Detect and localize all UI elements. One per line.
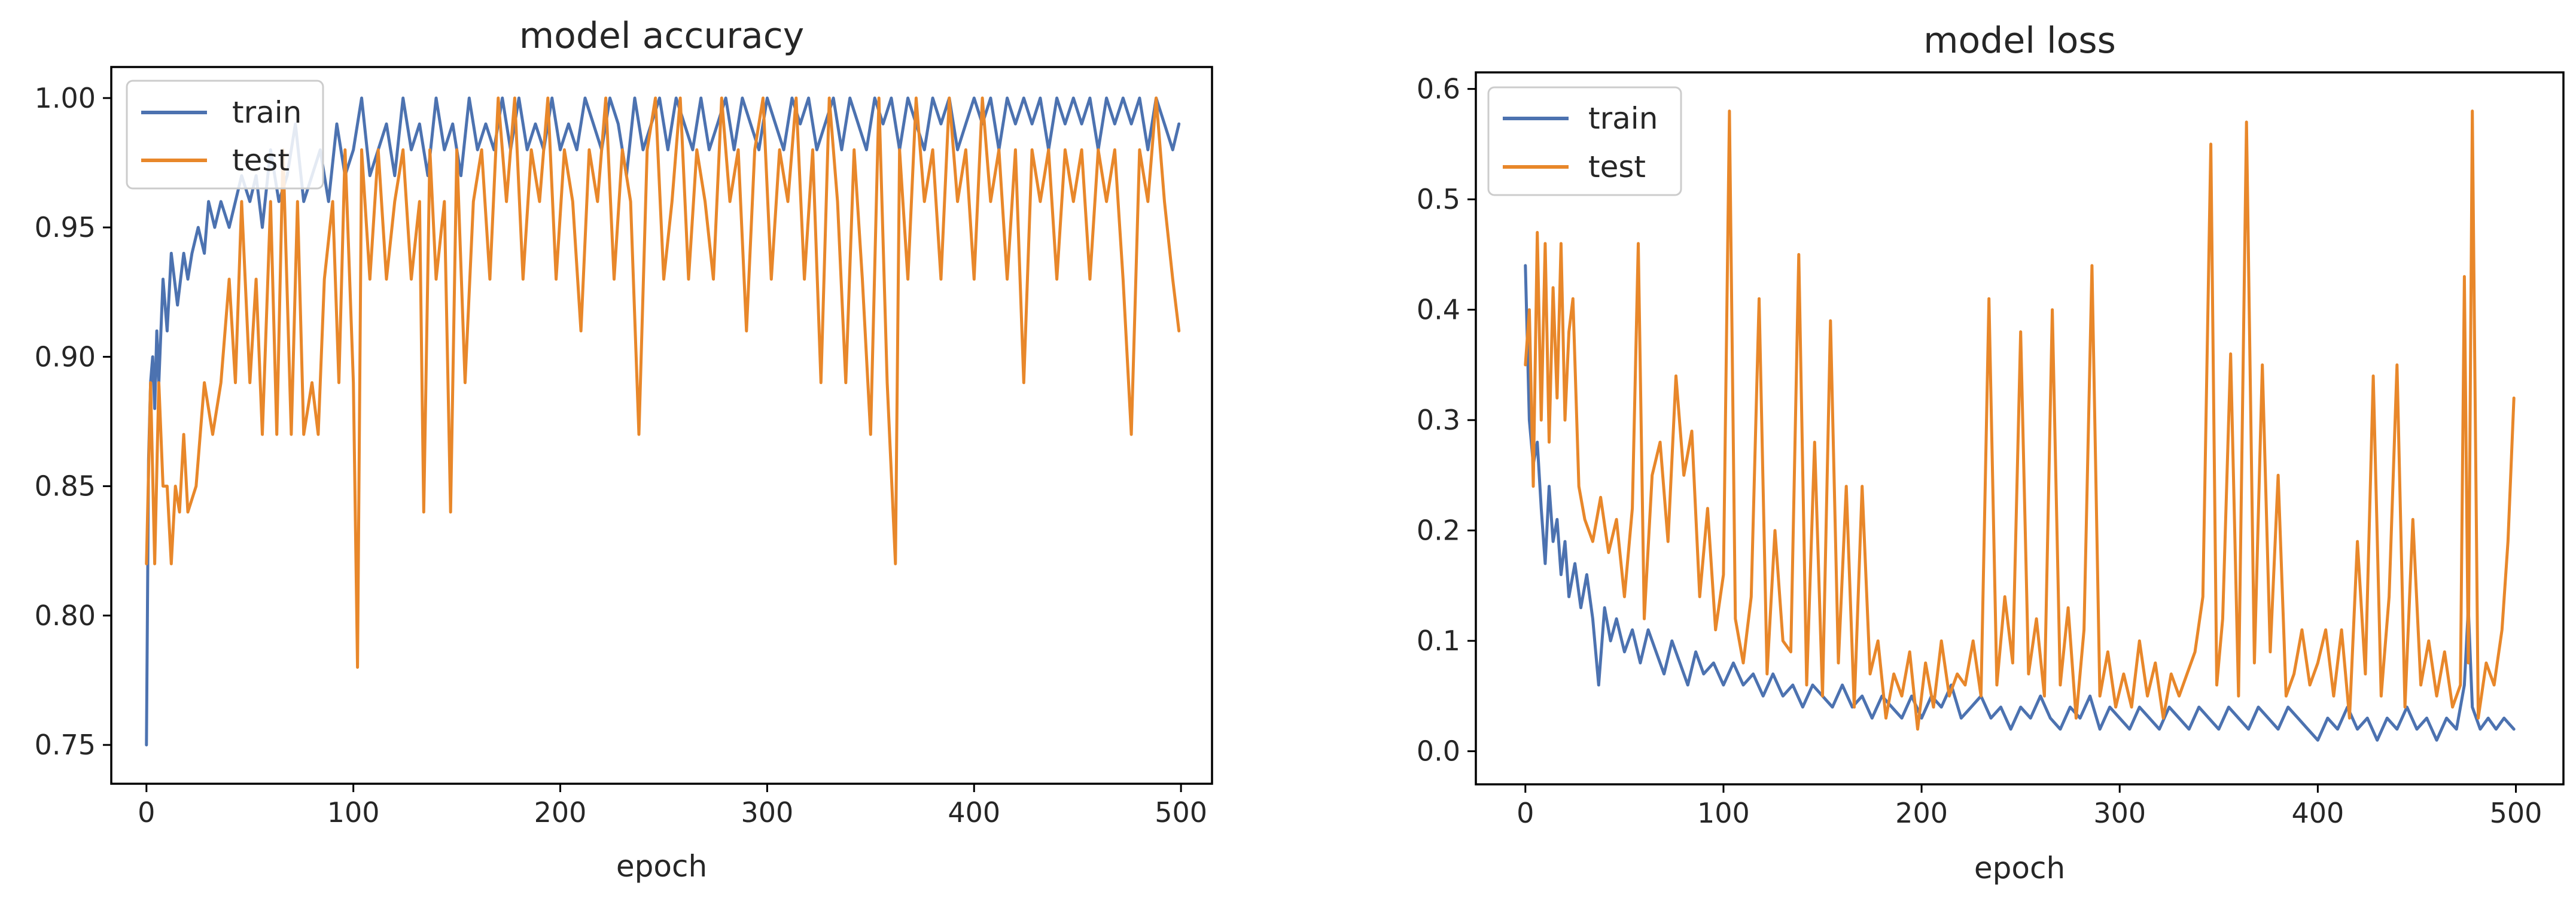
loss-y-tick-label: 0.4 <box>1417 294 1460 326</box>
accuracy-y-tick-label: 0.90 <box>35 340 96 373</box>
loss-legend: train test <box>1487 86 1682 196</box>
accuracy-x-tick-label: 300 <box>741 796 793 829</box>
accuracy-legend-test-label: test <box>232 143 290 178</box>
accuracy-y-axis: 0.75 0.80 0.85 0.90 0.95 1.00 <box>35 82 111 761</box>
loss-x-tick-label: 300 <box>2093 797 2146 829</box>
loss-y-tick-label: 0.0 <box>1417 735 1460 768</box>
accuracy-x-tick-label: 100 <box>327 796 380 829</box>
accuracy-chart-title: model accuracy <box>519 15 805 57</box>
accuracy-legend: train test <box>126 80 324 190</box>
accuracy-x-tick-label: 400 <box>948 796 1000 829</box>
accuracy-x-tick-label: 200 <box>534 796 587 829</box>
accuracy-x-tick-label: 500 <box>1155 796 1207 829</box>
loss-y-axis: 0.0 0.1 0.2 0.3 0.4 0.5 0.6 <box>1417 73 1476 768</box>
loss-x-tick-label: 200 <box>1895 797 1948 829</box>
loss-axes-frame <box>1475 71 2565 786</box>
loss-plot-area <box>1524 109 2516 742</box>
loss-x-tick-label: 500 <box>2490 797 2542 829</box>
accuracy-series-train-line <box>145 96 1181 747</box>
loss-y-tick-label: 0.3 <box>1417 404 1460 436</box>
accuracy-chart: model accuracy 0 100 200 300 400 500 0.75 0.80… <box>35 15 1213 884</box>
accuracy-y-tick-label: 0.85 <box>35 470 96 503</box>
loss-x-axis: 0 100 200 300 400 500 <box>1517 784 2542 829</box>
accuracy-axes-frame <box>110 66 1213 785</box>
loss-series-test-line <box>1524 109 2516 731</box>
loss-x-tick-label: 100 <box>1697 797 1750 829</box>
accuracy-y-tick-label: 0.80 <box>35 599 96 632</box>
accuracy-x-tick-label: 0 <box>138 796 155 829</box>
loss-x-axis-label: epoch <box>1974 851 2065 885</box>
loss-chart-title: model loss <box>1923 20 2116 62</box>
loss-y-tick-label: 0.5 <box>1417 183 1460 215</box>
loss-x-tick-label: 400 <box>2291 797 2344 829</box>
accuracy-y-tick-label: 0.75 <box>35 729 96 761</box>
accuracy-legend-train-label: train <box>232 95 302 130</box>
accuracy-x-axis: 0 100 200 300 400 500 <box>138 784 1207 829</box>
loss-y-tick-label: 0.2 <box>1417 515 1460 547</box>
accuracy-y-tick-label: 0.95 <box>35 211 96 243</box>
accuracy-series-test-line <box>145 96 1181 669</box>
accuracy-x-axis-label: epoch <box>616 849 707 884</box>
loss-chart: model loss 0 100 200 300 400 500 0.0 0.1 0.2 0.3… <box>1417 20 2565 885</box>
accuracy-y-tick-label: 1.00 <box>35 82 96 114</box>
loss-legend-test-label: test <box>1588 150 1646 184</box>
loss-y-tick-label: 0.1 <box>1417 625 1460 657</box>
loss-y-tick-label: 0.6 <box>1417 73 1460 105</box>
loss-x-tick-label: 0 <box>1517 797 1534 829</box>
loss-legend-train-label: train <box>1588 101 1658 136</box>
accuracy-plot-area <box>145 96 1181 747</box>
